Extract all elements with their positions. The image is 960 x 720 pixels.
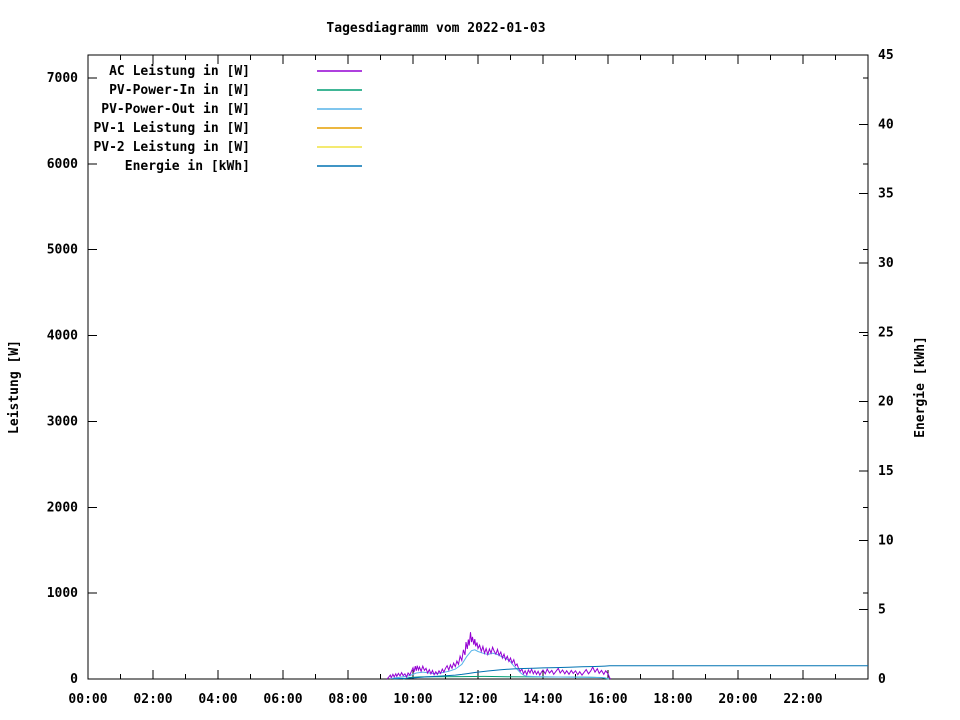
x-tick-label: 16:00	[588, 692, 627, 707]
y-right-tick-label: 45	[878, 48, 894, 63]
chart-title: Tagesdiagramm vom 2022-01-03	[326, 21, 545, 36]
y-left-tick-label: 0	[70, 672, 78, 687]
legend: AC Leistung in [W] PV-Power-In in [W] PV-P…	[93, 64, 362, 174]
y-right-axis-label: Energie [kWh]	[913, 336, 928, 438]
y-right-tick-label: 0	[878, 672, 886, 687]
y-right-tick-label: 30	[878, 256, 894, 271]
x-tick-label: 04:00	[198, 692, 237, 707]
y-left-axis-label: Leistung [W]	[7, 340, 22, 434]
series-line-6	[393, 665, 868, 680]
y-right-tick-label: 25	[878, 325, 894, 340]
series-line-1	[386, 632, 611, 680]
x-tick-label: 20:00	[718, 692, 757, 707]
legend-label: PV-1 Leistung in [W]	[93, 121, 250, 136]
y-right-tick-label: 10	[878, 533, 894, 548]
x-tick-label: 12:00	[458, 692, 497, 707]
y-left-tick-label: 2000	[47, 500, 78, 515]
y-left-tick-label: 4000	[47, 329, 78, 344]
x-tick-label: 00:00	[68, 692, 107, 707]
legend-label: PV-Power-In in [W]	[109, 83, 250, 98]
y-left-tick-label: 6000	[47, 157, 78, 172]
x-tick-label: 18:00	[653, 692, 692, 707]
x-tick-label: 08:00	[328, 692, 367, 707]
y-left-tick-label: 3000	[47, 414, 78, 429]
legend-label: PV-2 Leistung in [W]	[93, 140, 250, 155]
series-lines	[386, 632, 868, 680]
legend-label: AC Leistung in [W]	[109, 64, 250, 79]
y-left-tick-label: 7000	[47, 71, 78, 86]
legend-label: Energie in [kWh]	[125, 159, 250, 174]
y-right-tick-label: 20	[878, 395, 894, 410]
x-tick-label: 10:00	[393, 692, 432, 707]
y-right-tick-label: 35	[878, 187, 894, 202]
y-left-tick-label: 1000	[47, 586, 78, 601]
x-tick-label: 02:00	[133, 692, 172, 707]
axis-tick-labels: 00:00 02:00 04:00 06:00 08:00 10:00 12:00 14:00…	[47, 48, 894, 707]
y-right-tick-label: 40	[878, 117, 894, 132]
x-tick-label: 22:00	[783, 692, 822, 707]
axis-ticks	[87, 54, 869, 680]
legend-label: PV-Power-Out in [W]	[101, 102, 250, 117]
y-left-tick-label: 5000	[47, 243, 78, 258]
y-right-tick-label: 15	[878, 464, 894, 479]
y-right-tick-label: 5	[878, 603, 886, 618]
x-tick-label: 06:00	[263, 692, 302, 707]
x-tick-label: 14:00	[523, 692, 562, 707]
